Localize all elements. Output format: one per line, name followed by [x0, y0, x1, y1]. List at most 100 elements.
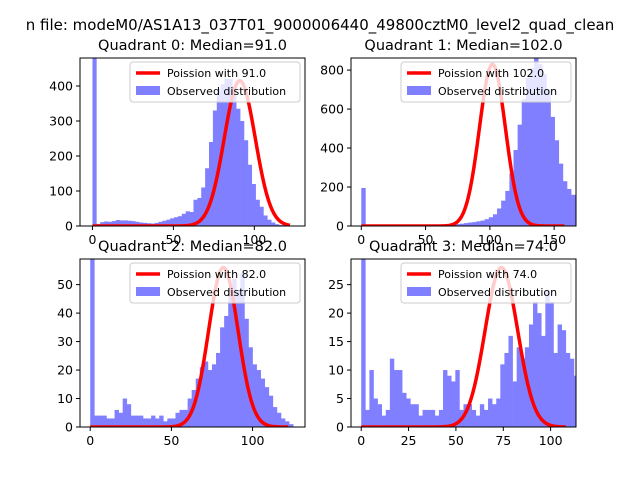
histogram-bar	[464, 223, 469, 226]
histogram-bar	[131, 221, 136, 226]
histogram-bar	[582, 387, 586, 427]
x-tick-label: 25	[401, 433, 417, 448]
y-tick-label: 50	[57, 277, 73, 292]
x-tick-label: 100	[241, 433, 265, 448]
histogram-bar	[100, 222, 105, 226]
histogram-bar	[110, 418, 115, 427]
histogram-bar	[255, 199, 260, 226]
histogram-bar	[247, 164, 253, 226]
legend-label-observed: Observed distribution	[438, 286, 557, 299]
histogram-bar	[569, 358, 575, 427]
histogram-bar	[509, 173, 514, 226]
x-tick-label: 50	[448, 433, 464, 448]
histogram-bar	[443, 370, 448, 427]
x-tick-label: 50	[163, 433, 179, 448]
histogram-bar	[517, 124, 523, 226]
histogram-bar	[373, 398, 378, 427]
histogram-bar	[276, 412, 282, 427]
histogram-bar	[189, 212, 194, 226]
plot-area	[89, 259, 294, 427]
histogram-bar	[106, 418, 111, 427]
histogram-bar	[114, 409, 119, 427]
histogram-bar	[147, 418, 152, 427]
histogram-bar	[203, 361, 209, 427]
histogram-bar	[170, 218, 175, 226]
histogram-bar	[127, 220, 132, 226]
histogram-bar	[201, 187, 206, 226]
histogram-bar	[398, 370, 403, 427]
histogram-bar	[377, 404, 382, 427]
axes-frame	[79, 57, 306, 227]
y-tick-label: 30	[57, 334, 73, 349]
histogram-bar	[179, 409, 184, 427]
legend-label-observed: Observed distribution	[167, 286, 286, 299]
subplot-quadrant-3: Quadrant 3: Median=74.0 0 25 50 75 100 0 5 10 15 2…	[328, 239, 611, 448]
histogram-bar	[365, 409, 370, 427]
y-tick-label: 20	[328, 306, 344, 321]
histogram-bar	[583, 218, 587, 226]
histogram-bar	[90, 259, 95, 427]
histogram-bar	[361, 187, 366, 226]
histogram-bar	[600, 225, 604, 226]
histogram-bar	[232, 278, 237, 427]
histogram-bar	[285, 421, 290, 427]
histogram-bar	[248, 347, 253, 427]
subplot-quadrant-2: Quadrant 2: Median=82.0 0 50 100 0 10 20 30 40 50…	[57, 239, 306, 448]
histogram-bar	[538, 64, 543, 226]
legend-label-poisson: Poission with 91.0	[167, 67, 266, 80]
x-tick-label: 0	[357, 232, 365, 247]
histogram-bar	[174, 217, 179, 226]
histogram-bar	[216, 89, 221, 226]
histogram-bar	[155, 418, 160, 427]
histogram-bar	[224, 79, 229, 226]
y-tick-label: 200	[320, 180, 344, 195]
legend-label-poisson: Poission with 74.0	[438, 268, 537, 281]
histogram-bar	[607, 387, 611, 427]
histogram-bar	[243, 140, 249, 226]
histogram-bar	[151, 415, 156, 427]
histogram-bar	[546, 89, 551, 226]
histogram-bar	[472, 222, 477, 226]
histogram-bar	[220, 327, 225, 427]
histogram-bar	[130, 415, 136, 427]
y-tick-label: 800	[320, 63, 344, 78]
histogram-bar	[516, 347, 522, 427]
histogram-bar	[521, 99, 527, 226]
histogram-bar	[497, 208, 502, 226]
y-tick-label: 600	[320, 102, 344, 117]
subplot-quadrant-0: Quadrant 0: Median=91.0 0 50 100 0 100 200 300 4…	[49, 38, 306, 247]
histogram-bar	[94, 415, 99, 427]
plot-area	[360, 58, 604, 226]
histogram-bar	[501, 200, 506, 226]
histogram-bar	[594, 381, 598, 427]
histogram-bar	[289, 424, 294, 427]
histogram-bar	[504, 352, 509, 427]
histogram-bar	[492, 214, 498, 226]
histogram-bar	[484, 219, 490, 226]
histogram-bar	[492, 404, 497, 427]
histogram-bar	[467, 404, 472, 427]
histogram-bar	[236, 290, 241, 427]
histogram-bar	[414, 404, 419, 427]
axes-frame	[79, 258, 306, 428]
histogram-bar	[525, 77, 531, 226]
y-tick-label: 10	[328, 363, 344, 378]
histogram-bar	[480, 220, 486, 226]
x-tick-label: 100	[478, 232, 502, 247]
histogram-bar	[579, 212, 583, 226]
histogram-bar	[181, 213, 187, 226]
histogram-bar	[158, 221, 163, 226]
histogram-bar	[92, 58, 97, 226]
histogram-bar	[159, 415, 164, 427]
histogram-bar	[122, 398, 128, 427]
histogram-bar	[280, 418, 286, 427]
histogram-bar	[142, 418, 148, 427]
x-tick-label: 75	[495, 433, 511, 448]
histogram-bar	[232, 86, 237, 226]
histogram-bar	[471, 409, 477, 427]
histogram-bar	[389, 358, 395, 427]
histogram-bar	[207, 370, 213, 427]
histogram-bar	[272, 407, 278, 427]
y-tick-label: 200	[49, 149, 73, 164]
